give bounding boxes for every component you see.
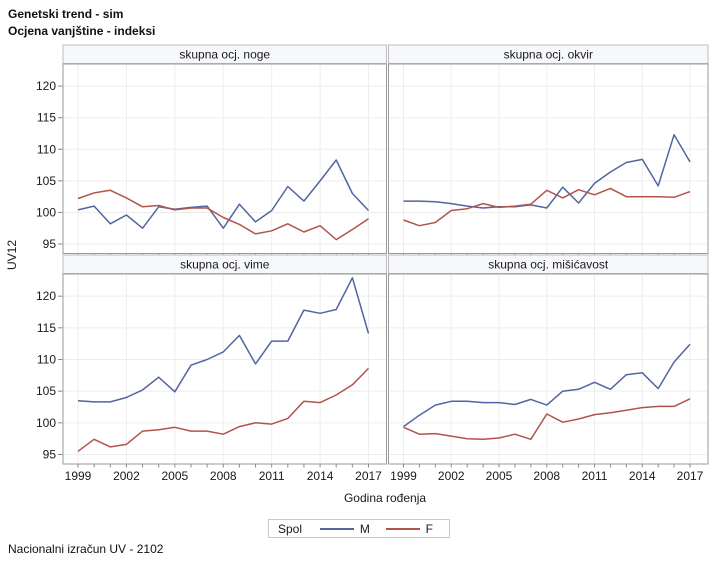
y-axis-title: UV12 <box>5 240 19 270</box>
x-tick-label: 1999 <box>65 469 92 483</box>
x-tick-label: 1999 <box>390 469 417 483</box>
y-tick-label: 95 <box>43 448 57 462</box>
chart-title-line1: Genetski trend - sim <box>8 7 124 21</box>
y-tick-label: 105 <box>36 384 56 398</box>
y-tick-label: 120 <box>36 289 56 303</box>
x-tick-label: 2008 <box>210 469 237 483</box>
x-tick-label: 2005 <box>486 469 513 483</box>
y-tick-label: 115 <box>37 321 56 335</box>
plot-area <box>388 273 709 465</box>
x-tick-label: 2017 <box>355 469 382 483</box>
x-axis-title: Godina rođenja <box>344 491 426 505</box>
legend-line-f-icon <box>385 527 420 530</box>
panel-title: skupna ocj. vime <box>180 258 270 272</box>
x-tick-label: 2002 <box>438 469 465 483</box>
panel-okvir: skupna ocj. okvir <box>388 44 709 257</box>
x-tick-label: 2005 <box>161 469 188 483</box>
y-tick-label: 100 <box>36 205 56 219</box>
x-tick-label: 2011 <box>259 469 285 483</box>
series-line-M <box>77 159 370 229</box>
x-tick-label: 2017 <box>677 469 704 483</box>
series-line-F <box>403 398 691 441</box>
y-tick-label: 105 <box>36 174 56 188</box>
panel-title: skupna ocj. mišićavost <box>488 258 609 272</box>
plot-area <box>62 63 387 254</box>
x-tick-label: 2008 <box>533 469 560 483</box>
legend-label-m: M <box>359 521 370 536</box>
y-tick-label: 115 <box>37 111 56 125</box>
series-line-F <box>403 187 691 227</box>
y-tick-label: 110 <box>37 353 56 367</box>
series-line-F <box>77 189 369 241</box>
footnote: Nacionalni izračun UV - 2102 <box>8 542 164 556</box>
x-tick-label: 2014 <box>629 469 656 483</box>
x-tick-label: 2002 <box>113 469 140 483</box>
series-line-M <box>403 133 691 209</box>
series-line-M <box>403 343 691 428</box>
plot-area <box>62 273 387 465</box>
x-tick-label: 2011 <box>582 469 608 483</box>
legend: Spol M F <box>268 519 450 538</box>
y-tick-label: 95 <box>43 237 57 251</box>
panel-title: skupna ocj. okvir <box>504 48 593 62</box>
x-tick-label: 2014 <box>307 469 334 483</box>
y-tick-label: 110 <box>37 142 56 156</box>
y-tick-label: 100 <box>36 416 56 430</box>
panel-vime: skupna ocj. vime <box>62 254 387 468</box>
legend-line-m-icon <box>320 527 354 530</box>
series-line-F <box>77 367 370 452</box>
legend-label-f: F <box>425 521 433 536</box>
panel-title: skupna ocj. noge <box>179 48 270 62</box>
plot-area <box>388 63 709 254</box>
series-line-M <box>77 277 370 403</box>
chart-title-line2: Ocjena vanjštine - indeksi <box>8 24 156 38</box>
y-tick-label: 120 <box>36 79 56 93</box>
legend-title: Spol <box>278 521 303 536</box>
panel-noge: skupna ocj. noge <box>62 44 387 257</box>
panel-misicavost: skupna ocj. mišićavost <box>388 254 709 468</box>
trend-panels-chart: skupna ocj. noge skupna ocj. okvir skupna … <box>5 44 709 505</box>
